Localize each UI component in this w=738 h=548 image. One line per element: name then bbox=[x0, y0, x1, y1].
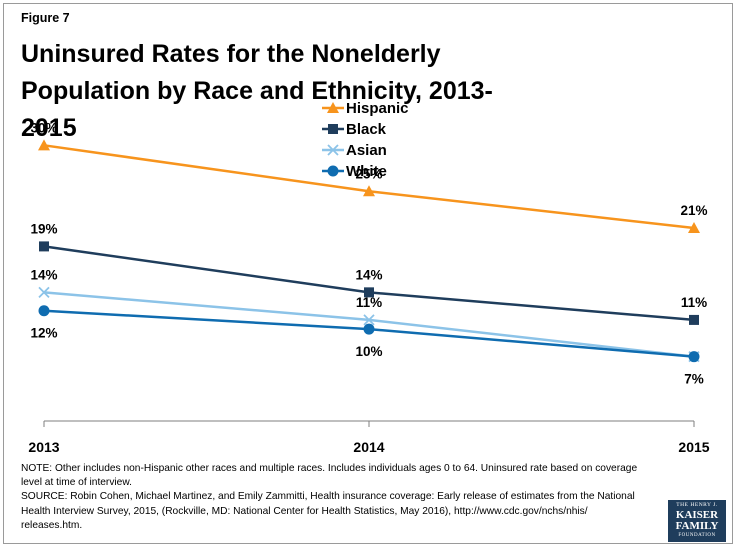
legend-item-black[interactable]: Black bbox=[322, 121, 387, 138]
legend: Hispanic Black Asian White bbox=[322, 100, 409, 180]
chart-title: Uninsured Rates for the Nonelderly Popul… bbox=[21, 40, 493, 142]
data-point-black-2015 bbox=[689, 314, 699, 325]
legend-triangle-icon bbox=[327, 102, 339, 113]
data-label-black-2015: 11% bbox=[681, 295, 707, 310]
data-label-white-2014: 10% bbox=[355, 344, 382, 359]
data-point-asian-2014 bbox=[363, 314, 375, 326]
figure-label: Figure 7 bbox=[21, 11, 70, 25]
legend-label-black: Black bbox=[346, 121, 387, 138]
x-tick-label-2014: 2014 bbox=[353, 439, 384, 455]
logo-line-2: KAISER bbox=[675, 508, 719, 521]
legend-item-asian[interactable]: Asian bbox=[322, 142, 387, 159]
data-label-white-2015: 7% bbox=[684, 372, 704, 387]
figure-frame bbox=[3, 3, 733, 544]
data-point-hispanic-2015 bbox=[688, 222, 700, 234]
data-label-asian-2013: 14% bbox=[30, 267, 57, 282]
legend-x-icon bbox=[327, 144, 339, 156]
note-text: NOTE: Other includes non-Hispanic other … bbox=[21, 463, 638, 489]
series-layer bbox=[38, 139, 700, 363]
data-label-black-2014: 14% bbox=[355, 267, 382, 282]
logo-line-4: FOUNDATION bbox=[678, 532, 716, 538]
legend-circle-icon bbox=[327, 165, 339, 177]
data-point-white-2014 bbox=[363, 323, 375, 335]
data-label-hispanic-2015: 21% bbox=[680, 203, 707, 218]
x-tick-label-2013: 2013 bbox=[28, 439, 59, 455]
source-text: SOURCE: Robin Cohen, Michael Martinez, a… bbox=[21, 491, 635, 531]
data-label-asian-2014: 11% bbox=[356, 295, 382, 310]
legend-label-hispanic: Hispanic bbox=[346, 100, 409, 117]
kff-logo: THE HENRY J. KAISER FAMILY FOUNDATION bbox=[668, 500, 726, 542]
legend-label-white: White bbox=[346, 163, 387, 180]
logo-line-3: FAMILY bbox=[675, 519, 719, 532]
logo-line-1: THE HENRY J. bbox=[676, 502, 718, 508]
data-label-black-2013: 19% bbox=[30, 221, 57, 236]
data-point-hispanic-2013 bbox=[38, 139, 50, 151]
notes-block: NOTE: Other includes non-Hispanic other … bbox=[21, 462, 641, 533]
data-point-asian-2013 bbox=[38, 286, 50, 298]
data-point-black-2014 bbox=[364, 287, 374, 298]
data-label-white-2013: 12% bbox=[30, 326, 57, 341]
legend-label-asian: Asian bbox=[346, 142, 387, 159]
legend-square-icon bbox=[328, 124, 338, 134]
data-point-hispanic-2014 bbox=[363, 185, 375, 197]
data-label-layer: 30% 25% 21% 19% 14% 11% 14% 11% 12% 10% 7% bbox=[30, 120, 707, 386]
data-label-hispanic-2013: 30% bbox=[30, 120, 57, 135]
data-point-white-2015 bbox=[688, 351, 700, 363]
data-label-hispanic-2014: 25% bbox=[355, 166, 382, 181]
x-tick-label-2015: 2015 bbox=[678, 439, 709, 455]
legend-item-white[interactable]: White bbox=[322, 163, 387, 180]
legend-item-hispanic[interactable]: Hispanic bbox=[322, 100, 409, 117]
data-point-black-2013 bbox=[39, 241, 49, 252]
data-point-white-2013 bbox=[38, 305, 50, 317]
